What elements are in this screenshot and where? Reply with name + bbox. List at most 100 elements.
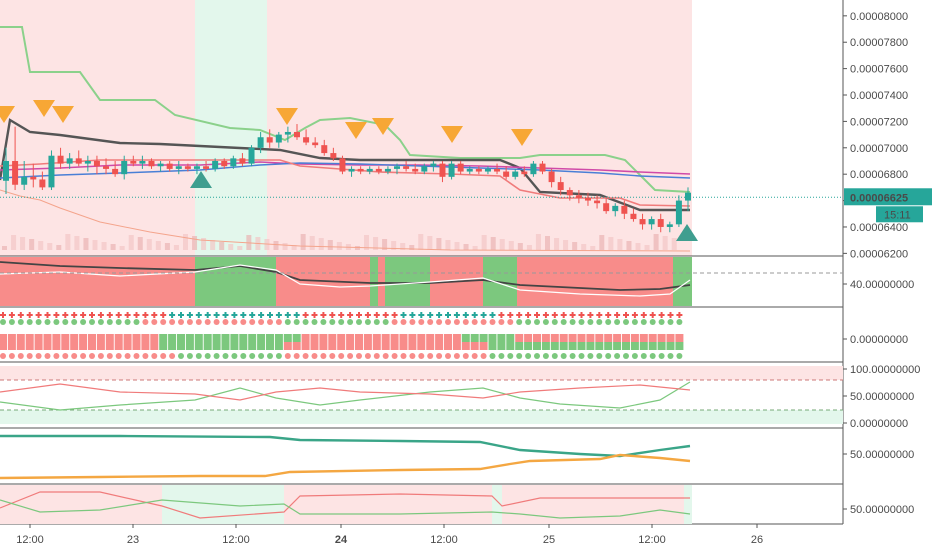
- signal-cross: [64, 312, 67, 318]
- price-tick-label: 0.00006800: [850, 169, 908, 181]
- signal-dot: [391, 353, 398, 359]
- signal-block: [43, 342, 52, 350]
- signal-cross: [242, 312, 245, 318]
- volume-bar: [228, 244, 234, 250]
- candle-body: [3, 160, 9, 181]
- volume-bar: [164, 243, 170, 250]
- signal-cross: [366, 312, 369, 318]
- volume-bar: [599, 235, 605, 250]
- signal-block: [363, 334, 372, 342]
- time-tick-label: 25: [543, 534, 555, 546]
- signal-block: [399, 342, 408, 350]
- signal-dot: [400, 353, 407, 359]
- candle-body: [584, 197, 591, 201]
- signal-dot: [382, 319, 389, 325]
- candle-body: [539, 163, 546, 172]
- sub-panel-tick-label: 50.00000000: [850, 504, 914, 516]
- candle-body: [384, 168, 391, 172]
- signal-block: [248, 334, 257, 342]
- volume-bar: [418, 234, 424, 250]
- signal-dot: [587, 319, 594, 325]
- volume-bar: [454, 242, 460, 250]
- countdown-label: 15:11: [884, 209, 911, 221]
- sell-signal-marker: [276, 108, 298, 125]
- signal-block: [622, 342, 630, 350]
- sell-signal-marker: [0, 106, 15, 123]
- signal-block: [363, 342, 372, 350]
- candle-body: [494, 168, 501, 172]
- signal-dot: [97, 353, 104, 359]
- signal-block: [88, 334, 96, 342]
- signal-block: [88, 342, 96, 350]
- signal-dot: [178, 319, 184, 325]
- signal-block: [675, 334, 684, 342]
- signal-cross: [633, 312, 636, 318]
- candle-body: [275, 134, 282, 143]
- volume-bar: [563, 240, 569, 250]
- signal-dot: [507, 319, 514, 325]
- signal-dot: [373, 319, 380, 325]
- candle-body: [321, 145, 328, 154]
- signal-block: [25, 334, 34, 342]
- volume-bar: [382, 239, 388, 250]
- signal-block: [43, 334, 52, 342]
- signal-block: [372, 334, 381, 342]
- signal-dot: [551, 353, 558, 359]
- volume-bar: [517, 243, 523, 250]
- signal-block: [159, 334, 168, 342]
- signal-block: [34, 342, 43, 350]
- signal-dot: [106, 319, 113, 325]
- signal-block: [212, 342, 221, 350]
- candle-body: [403, 166, 410, 169]
- ma-line-blue: [0, 162, 691, 179]
- volume-bar: [644, 245, 650, 250]
- signal-block: [70, 334, 79, 342]
- signal-block: [16, 342, 25, 350]
- sell-signal-marker: [345, 122, 367, 139]
- signal-dot: [213, 319, 220, 325]
- signal-dot: [53, 319, 60, 325]
- signal-dot: [222, 353, 229, 359]
- time-tick-label: 12:00: [16, 534, 44, 546]
- volume-bar: [445, 240, 451, 250]
- signal-dot: [569, 353, 576, 359]
- signal-block: [274, 342, 283, 350]
- signal-block: [595, 342, 604, 350]
- volume-bar: [626, 241, 632, 250]
- signal-dot: [356, 353, 362, 359]
- signal-cross: [429, 312, 432, 318]
- signal-block: [648, 342, 657, 350]
- trend-panel-line: [0, 261, 691, 291]
- sell-signal-marker: [441, 126, 463, 143]
- signal-dot: [614, 319, 621, 325]
- signal-block: [426, 342, 435, 350]
- signal-block: [274, 334, 283, 342]
- signal-block: [533, 342, 541, 350]
- signal-block: [150, 342, 159, 350]
- signal-block: [221, 342, 230, 350]
- signal-cross: [589, 312, 592, 318]
- candle-body: [630, 213, 637, 220]
- signal-block: [613, 342, 622, 350]
- signal-cross: [598, 312, 601, 318]
- signal-dot: [640, 353, 647, 359]
- signal-block: [114, 342, 123, 350]
- signal-block: [452, 342, 461, 350]
- signal-dot: [26, 319, 33, 325]
- signal-dot: [302, 319, 309, 325]
- volume-bar: [472, 246, 478, 250]
- signal-dot: [71, 353, 78, 359]
- signal-dot: [623, 353, 629, 359]
- signal-block: [604, 334, 613, 342]
- signal-block: [337, 342, 346, 350]
- signal-cross: [455, 312, 458, 318]
- candle-body: [257, 137, 264, 148]
- sub-panel-tick-label: 40.00000000: [850, 279, 914, 291]
- signal-cross: [295, 312, 298, 318]
- signal-cross: [464, 312, 467, 318]
- signal-block: [417, 342, 426, 350]
- signal-cross: [313, 312, 316, 318]
- signal-block: [168, 342, 177, 350]
- signal-cross: [91, 312, 93, 318]
